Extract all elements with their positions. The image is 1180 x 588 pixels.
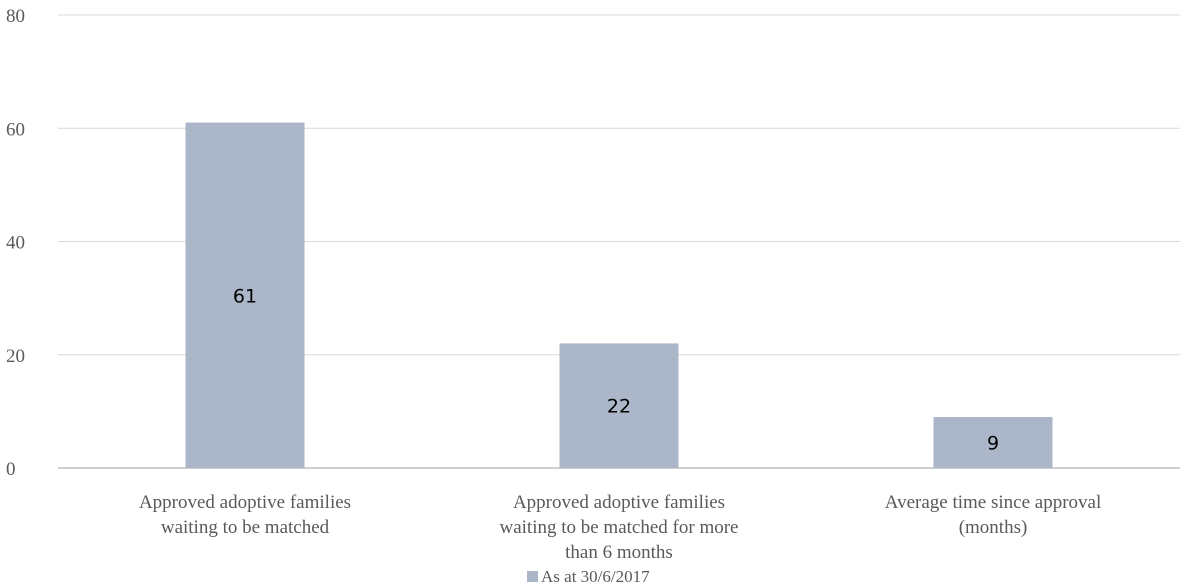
x-category-label: Approved adoptive families waiting to be … — [499, 492, 738, 563]
legend-swatch — [527, 571, 538, 582]
y-tick-label: 60 — [6, 119, 25, 140]
y-tick-label: 80 — [6, 6, 25, 27]
data-label: 22 — [607, 396, 631, 418]
x-category-label: Approved adoptive families waiting to be … — [139, 492, 351, 538]
legend-label: As at 30/6/2017 — [541, 567, 650, 586]
x-axis-category-labels: Approved adoptive families waiting to be … — [139, 492, 1101, 563]
bar — [559, 343, 679, 468]
bars — [185, 122, 1053, 469]
bar — [185, 122, 305, 469]
y-tick-label: 20 — [6, 346, 25, 367]
data-labels: 61 22 9 — [233, 285, 999, 454]
legend: As at 30/6/2017 — [527, 567, 650, 586]
y-tick-label: 0 — [6, 459, 16, 480]
y-tick-label: 40 — [6, 233, 25, 254]
y-axis-tick-labels: 0 20 40 60 80 — [6, 6, 25, 480]
x-category-label: Average time since approval (months) — [885, 492, 1101, 538]
data-label: 9 — [987, 433, 999, 455]
bar — [933, 417, 1053, 468]
data-label: 61 — [233, 285, 257, 307]
